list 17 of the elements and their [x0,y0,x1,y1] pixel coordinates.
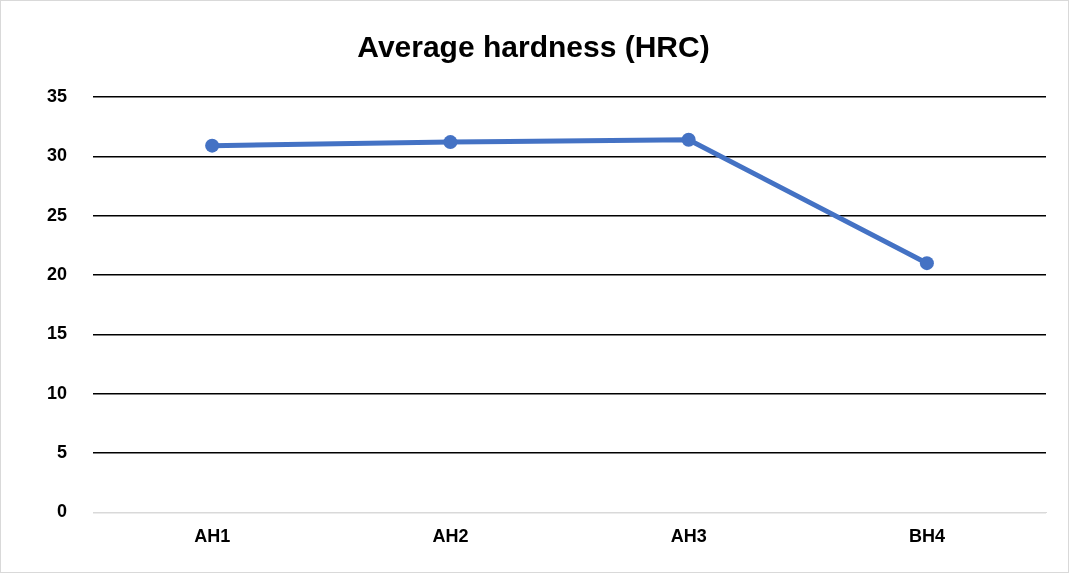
y-tick-label: 10 [46,382,68,403]
y-tick-label: 20 [46,264,68,284]
x-tick-label: BH4 [908,526,945,547]
point [681,132,696,147]
point [443,135,458,150]
x-tick-label: AH2 [432,526,469,547]
y-tick-label: 25 [46,204,68,225]
y-tick-label: 35 [46,85,68,106]
x-tick-label: AH3 [670,526,707,547]
point [205,138,220,153]
x-tick-label: AH1 [194,526,231,547]
y-tick-label: 0 [57,501,68,522]
y-tick-label: 30 [46,145,68,166]
chart-title: Average hardness (HRC) [357,30,710,64]
y-tick-label: 5 [57,442,68,463]
point [919,256,934,271]
y-tick-label: 15 [46,323,68,344]
